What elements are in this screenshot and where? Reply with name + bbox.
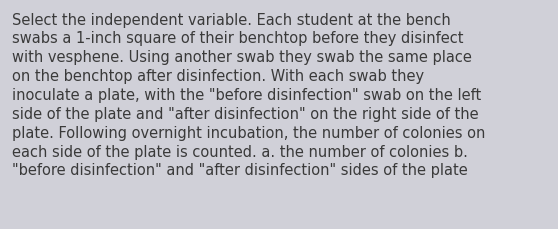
Text: Select the independent variable. Each student at the bench
swabs a 1-inch square: Select the independent variable. Each st… — [12, 13, 485, 178]
